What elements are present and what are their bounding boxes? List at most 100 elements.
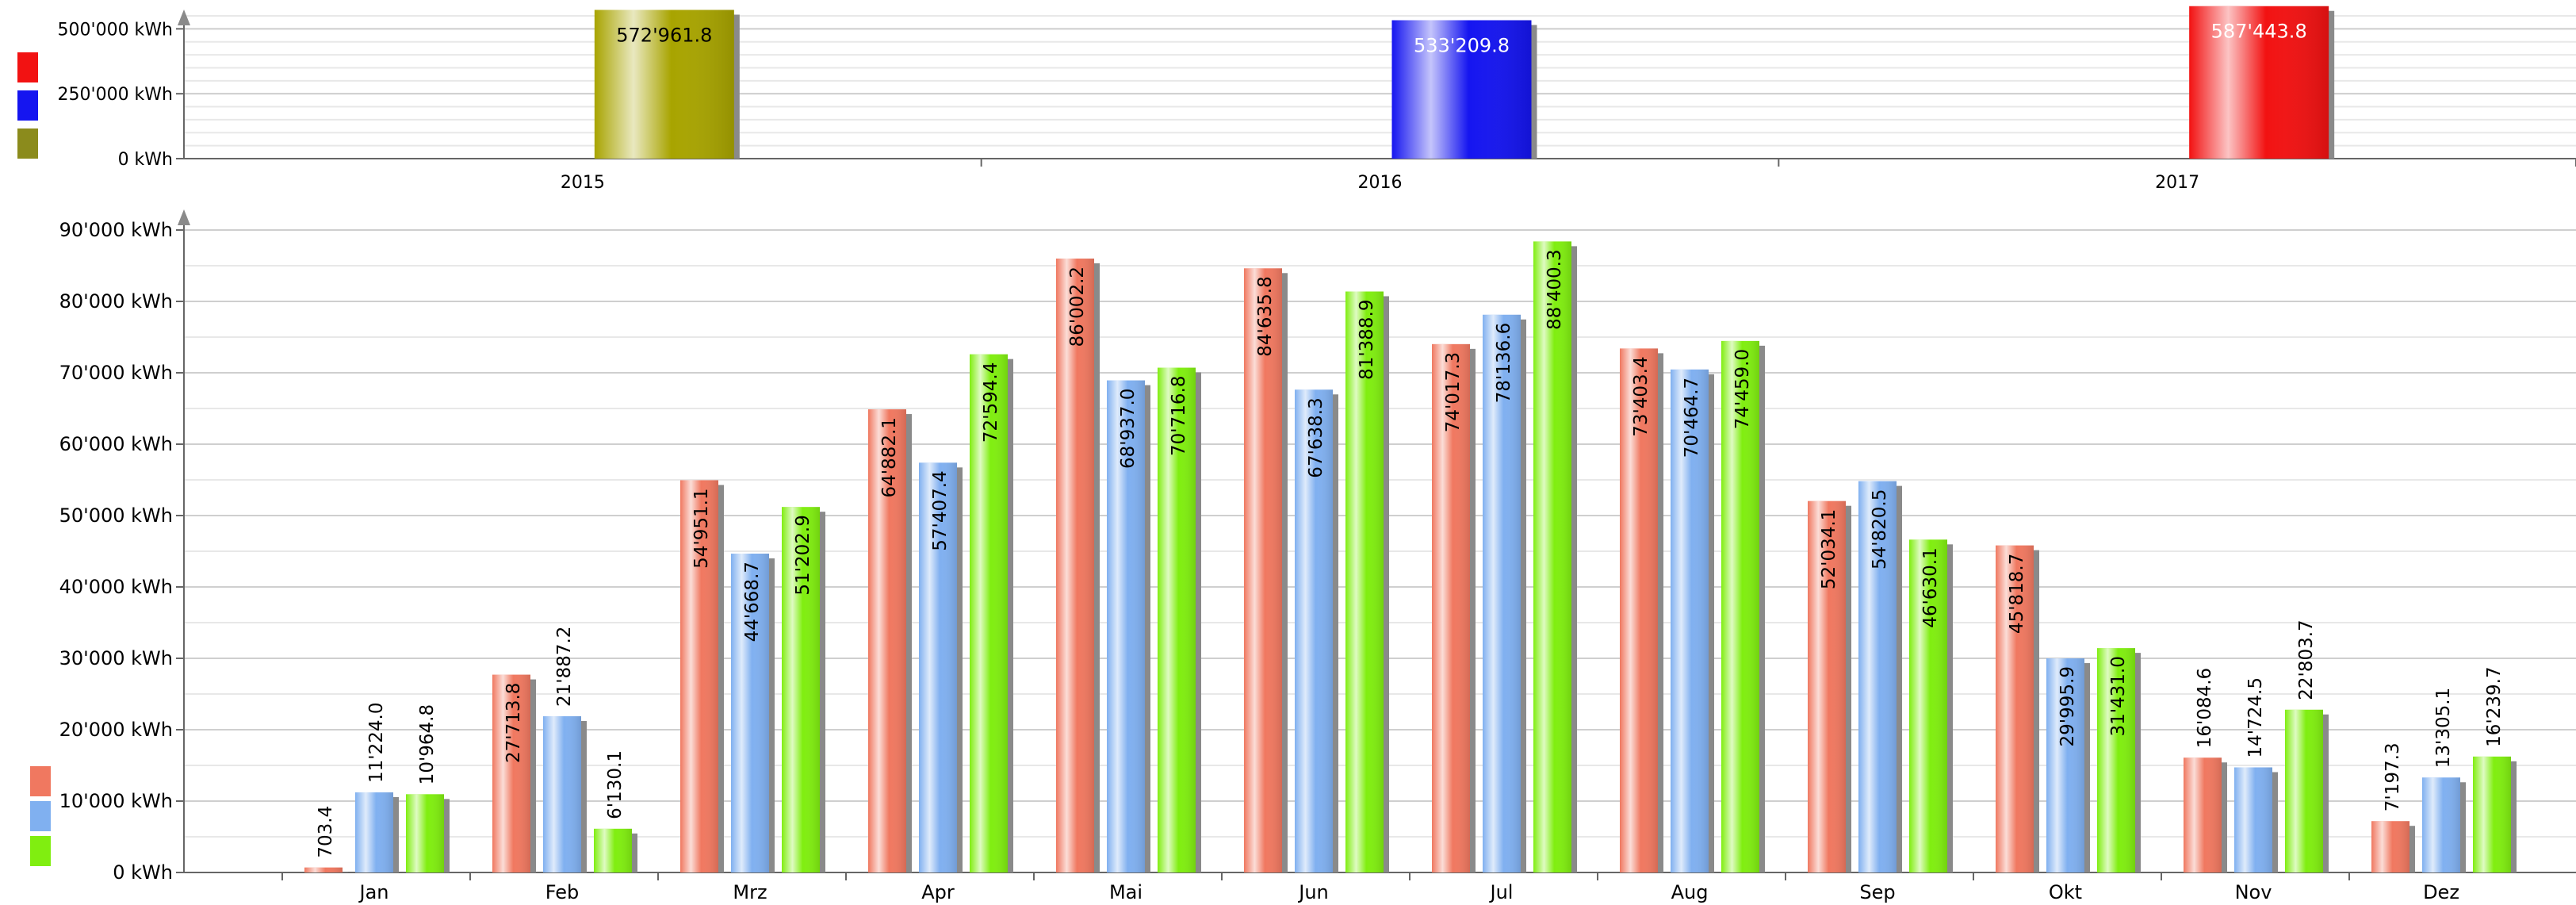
monthly-bar-highlight xyxy=(2473,756,2511,872)
monthly-x-tick-label: Nov xyxy=(2235,881,2272,903)
monthly-bar-highlight xyxy=(1996,545,2034,872)
monthly-x-tick-label: Jan xyxy=(358,881,389,903)
monthly-bar-highlight xyxy=(1808,500,1846,872)
monthly-y-tick-label: 80'000 kWh xyxy=(59,290,173,313)
monthly-bar-highlight xyxy=(680,480,718,872)
monthly-bar-highlight xyxy=(1909,539,1947,872)
monthly-bar-data-label: 64'882.1 xyxy=(879,417,900,497)
yearly-bar-highlight xyxy=(594,10,734,159)
yearly-legend-swatch xyxy=(17,52,38,82)
monthly-bar-data-label: 54'951.1 xyxy=(691,488,712,568)
yearly-y-tick-label: 250'000 kWh xyxy=(58,85,173,105)
monthly-bar-data-label: 703.4 xyxy=(316,806,336,858)
monthly-bar-highlight xyxy=(1158,367,1196,872)
monthly-bar-highlight xyxy=(2184,757,2222,872)
monthly-bar-highlight xyxy=(1620,348,1658,872)
monthly-bar-data-label: 57'407.4 xyxy=(930,470,951,550)
monthly-bar-highlight xyxy=(492,674,530,872)
monthly-x-axis: Jan Feb Mrz Apr Mai Jun Jul Aug Sep Okt Nov Dez xyxy=(281,872,2459,903)
yearly-bar-data-label: 572'961.8 xyxy=(616,24,712,46)
yearly-x-axis: 2015 2016 2017 xyxy=(561,159,2576,193)
monthly-bar-data-label: 74'017.3 xyxy=(1443,352,1464,432)
monthly-bar-data-label: 31'431.0 xyxy=(2108,656,2129,736)
monthly-y-tick-label: 0 kWh xyxy=(113,861,173,884)
monthly-bar-data-label: 22'803.7 xyxy=(2296,619,2317,700)
monthly-chart: 0 kWh 10'000 kWh 20'000 kWh 30'000 kWh 40'00… xyxy=(30,209,2576,903)
monthly-bar-highlight xyxy=(1483,314,1521,872)
yearly-x-tick-label: 2015 xyxy=(561,173,605,193)
monthly-bar-highlight xyxy=(1671,369,1709,872)
yearly-x-tick-label: 2016 xyxy=(1358,173,1403,193)
monthly-bar-data-label: 6'130.1 xyxy=(605,750,626,819)
monthly-bar-data-label: 81'388.9 xyxy=(1357,299,1377,379)
monthly-bar-data-label: 44'668.7 xyxy=(742,562,763,642)
monthly-x-tick-label: Jul xyxy=(1489,881,1514,903)
monthly-bar-data-label: 16'239.7 xyxy=(2484,666,2505,746)
monthly-bar-highlight xyxy=(1295,389,1333,872)
monthly-x-tick-label: Okt xyxy=(2049,881,2082,903)
monthly-x-tick-label: Feb xyxy=(545,881,580,903)
monthly-bar-highlight xyxy=(355,792,393,872)
monthly-bar-data-label: 74'459.0 xyxy=(1732,349,1753,429)
monthly-bar-data-label: 78'136.6 xyxy=(1494,323,1514,403)
monthly-x-tick-label: Mai xyxy=(1109,881,1143,903)
monthly-y-tick-label: 10'000 kWh xyxy=(59,790,173,812)
monthly-bar-data-label: 51'202.9 xyxy=(793,515,813,595)
monthly-bar-highlight xyxy=(2285,709,2323,872)
monthly-bar-data-label: 10'964.8 xyxy=(417,704,438,784)
yearly-y-axis-arrow-icon xyxy=(178,10,190,25)
monthly-bar-highlight xyxy=(2046,658,2084,872)
monthly-legend-swatch xyxy=(30,836,51,866)
yearly-legend xyxy=(17,52,38,159)
monthly-bar-data-label: 86'002.2 xyxy=(1067,267,1088,347)
monthly-bar-highlight xyxy=(304,867,343,872)
monthly-x-tick-label: Jun xyxy=(1297,881,1329,903)
yearly-bar-highlight xyxy=(1391,20,1532,159)
monthly-x-tick-label: Apr xyxy=(921,881,955,903)
monthly-bar-highlight xyxy=(2234,767,2272,872)
monthly-bar-data-label: 21'887.2 xyxy=(554,627,575,707)
monthly-bar-data-label: 88'400.3 xyxy=(1544,249,1565,329)
monthly-bar-data-label: 13'305.1 xyxy=(2433,688,2454,768)
monthly-y-tick-label: 20'000 kWh xyxy=(59,719,173,741)
monthly-bar-data-label: 68'937.0 xyxy=(1118,389,1139,469)
yearly-bar-data-label: 587'443.8 xyxy=(2211,21,2307,43)
monthly-y-axis-arrow-icon xyxy=(178,209,190,225)
monthly-legend-swatch xyxy=(30,766,51,796)
monthly-bar-highlight xyxy=(1345,291,1384,873)
monthly-legend xyxy=(30,766,51,866)
monthly-bar-highlight xyxy=(594,828,632,872)
monthly-legend-swatch xyxy=(30,801,51,831)
monthly-bar-highlight xyxy=(2422,777,2460,872)
yearly-legend-swatch xyxy=(17,128,38,159)
monthly-y-tick-label: 30'000 kWh xyxy=(59,647,173,669)
monthly-y-tick-label: 90'000 kWh xyxy=(59,219,173,241)
monthly-bar-highlight xyxy=(919,462,957,872)
monthly-bar-data-label: 14'724.5 xyxy=(2245,677,2266,757)
monthly-y-tick-label: 60'000 kWh xyxy=(59,433,173,455)
yearly-y-tick-label: 500'000 kWh xyxy=(58,20,173,40)
monthly-bar-highlight xyxy=(1721,340,1759,872)
monthly-bar-data-label: 67'638.3 xyxy=(1306,397,1326,477)
monthly-bar-highlight xyxy=(2371,821,2409,872)
monthly-bar-data-label: 29'995.9 xyxy=(2057,666,2078,746)
yearly-chart: 0 kWh 250'000 kWh 500'000 kWh 572'961.8 533… xyxy=(17,6,2576,193)
monthly-bar-data-label: 54'820.5 xyxy=(1870,489,1890,569)
monthly-bar-highlight xyxy=(1858,481,1897,872)
yearly-bar-data-label: 533'209.8 xyxy=(1414,34,1510,56)
monthly-bar-highlight xyxy=(406,794,444,872)
yearly-y-axis: 0 kWh 250'000 kWh 500'000 kWh xyxy=(58,10,2576,170)
monthly-bar-data-label: 70'716.8 xyxy=(1169,376,1189,456)
monthly-x-tick-label: Sep xyxy=(1859,881,1895,903)
monthly-bar-highlight xyxy=(868,409,906,872)
monthly-bar-highlight xyxy=(1432,343,1470,872)
monthly-x-tick-label: Mrz xyxy=(733,881,767,903)
monthly-bar-highlight xyxy=(543,716,581,872)
monthly-bar-data-label: 52'034.1 xyxy=(1819,509,1839,589)
monthly-bar-data-label: 70'464.7 xyxy=(1682,378,1702,458)
yearly-bar-highlight xyxy=(2189,6,2329,159)
monthly-y-tick-label: 50'000 kWh xyxy=(59,504,173,527)
monthly-bar-data-label: 45'818.7 xyxy=(2007,554,2027,634)
yearly-y-tick-label: 0 kWh xyxy=(118,150,173,170)
